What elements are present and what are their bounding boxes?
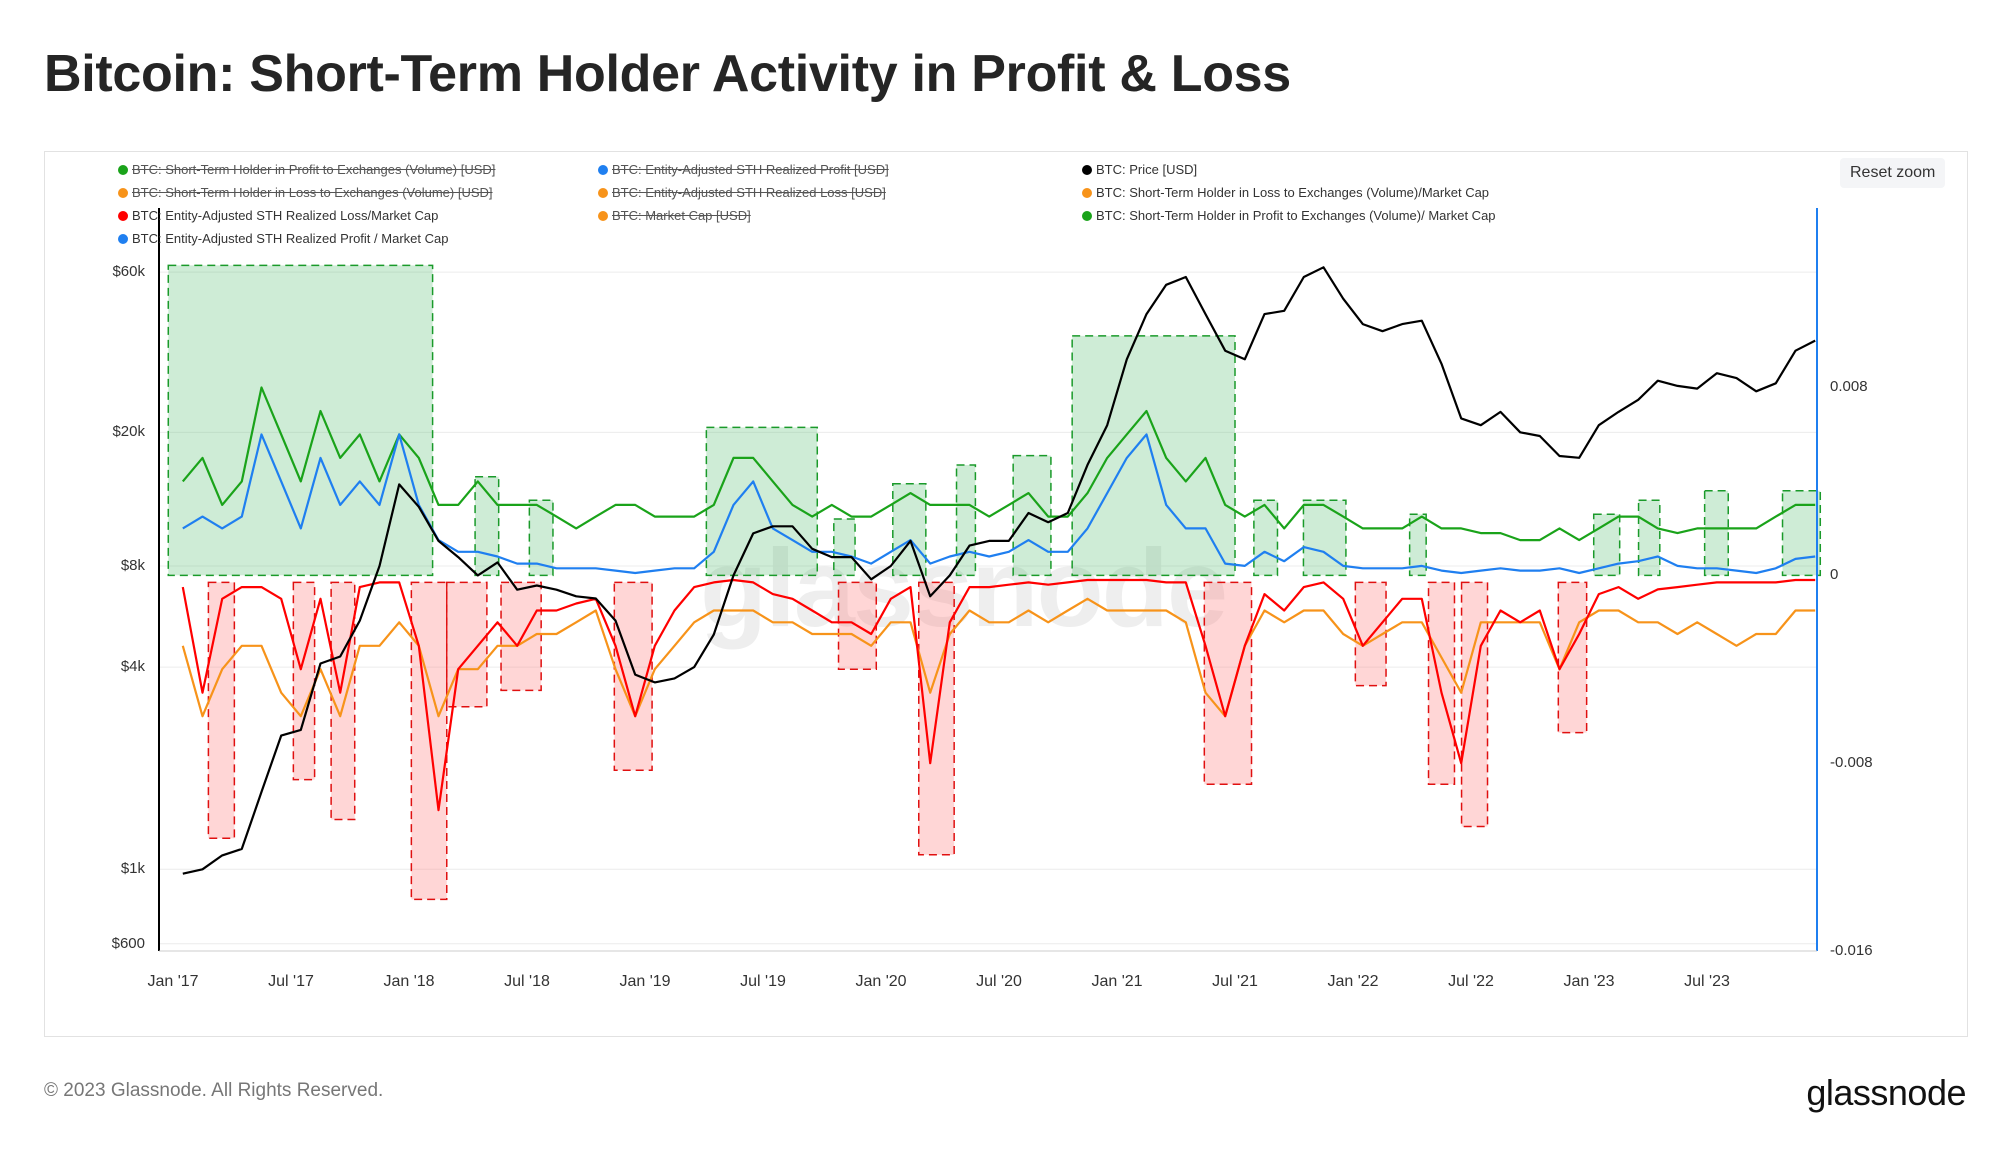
left-tick-label: $1k (120, 860, 145, 878)
x-tick-label: Jul '17 (268, 973, 314, 990)
legend-label: BTC: Price [USD] (1096, 162, 1198, 177)
loss-region (1203, 581, 1253, 786)
legend-dot-icon (1082, 164, 1092, 175)
loss-region (410, 581, 448, 901)
right-tick-label: 0 (1830, 566, 1839, 584)
loss-region (1427, 581, 1456, 786)
loss-region (446, 581, 488, 708)
legend-dot-icon (598, 164, 608, 175)
copyright: © 2023 Glassnode. All Rights Reserved. (44, 1080, 384, 1101)
legend-item[interactable]: BTC: Price [USD] (1082, 162, 1197, 177)
loss-region (500, 581, 542, 692)
glassnode-logo[interactable]: glassnode (1806, 1072, 1966, 1113)
legend-label: BTC: Short-Term Holder in Profit to Exch… (1096, 208, 1496, 223)
reset-zoom-button[interactable]: Reset zoom (1840, 158, 1946, 188)
series-line-0 (182, 266, 1816, 875)
x-tick-label: Jan '17 (147, 973, 199, 990)
left-tick-label: $8k (120, 556, 145, 574)
legend-label: BTC: Market Cap [USD] (612, 208, 751, 223)
x-tick-label: Jul '19 (740, 973, 786, 990)
series-line-4 (181, 578, 1816, 812)
profit-region (528, 499, 554, 577)
legend-item[interactable]: BTC: Short-Term Holder in Loss to Exchan… (118, 185, 493, 200)
legend-item[interactable]: BTC: Entity-Adjusted STH Realized Profit… (598, 162, 889, 177)
loss-region (207, 581, 236, 840)
legend-dot-icon (118, 233, 128, 244)
legend-item[interactable]: BTC: Short-Term Holder in Loss to Exchan… (1082, 185, 1489, 200)
loss-region (1460, 581, 1489, 828)
legend-item[interactable]: BTC: Short-Term Holder in Profit to Exch… (118, 162, 495, 177)
right-tick-label: 0.008 (1830, 378, 1868, 396)
page-title: Bitcoin: Short-Term Holder Activity in P… (44, 45, 1291, 103)
loss-region (1354, 581, 1387, 687)
legend-item[interactable]: BTC: Entity-Adjusted STH Realized Loss/M… (118, 208, 438, 223)
profit-region (1637, 499, 1661, 577)
legend-dot-icon (598, 187, 608, 198)
legend-dot-icon (1082, 210, 1092, 221)
profit-region (474, 475, 500, 577)
x-tick-label: Jul '18 (504, 973, 550, 990)
left-tick-label: $20k (112, 423, 145, 441)
legend-label: BTC: Entity-Adjusted STH Realized Loss [… (612, 185, 886, 200)
x-tick-label: Jan '22 (1327, 973, 1379, 990)
profit-region (892, 483, 927, 577)
chart-frame (44, 151, 1968, 1037)
x-tick-label: Jan '19 (619, 973, 671, 990)
right-tick-label: -0.016 (1830, 942, 1873, 959)
profit-region (833, 518, 856, 577)
right-tick-label: -0.008 (1830, 754, 1873, 772)
profit-region (1253, 499, 1279, 577)
series-line-1 (181, 386, 1816, 542)
x-tick-label: Jul '22 (1448, 973, 1494, 990)
legend-dot-icon (118, 187, 128, 198)
x-tick-label: Jan '18 (383, 973, 435, 990)
series-line-3 (181, 597, 1816, 718)
legend-label: BTC: Entity-Adjusted STH Realized Profit… (612, 162, 889, 177)
legend-dot-icon (118, 210, 128, 221)
left-tick-label: $600 (111, 934, 145, 952)
left-tick-label: $4k (120, 658, 145, 676)
profit-region (1071, 335, 1236, 577)
x-tick-label: Jan '21 (1091, 973, 1143, 990)
x-tick-label: Jan '23 (1563, 973, 1615, 990)
legend-dot-icon (598, 210, 608, 221)
profit-region (1703, 490, 1729, 577)
x-tick-label: Jul '21 (1212, 973, 1258, 990)
series-line-2 (182, 433, 1816, 575)
legend-dot-icon (1082, 187, 1092, 198)
legend-label: BTC: Entity-Adjusted STH Realized Profit… (132, 231, 449, 246)
x-tick-label: Jan '20 (855, 973, 907, 990)
legend-label: BTC: Short-Term Holder in Loss to Exchan… (1096, 185, 1490, 200)
legend-label: BTC: Short-Term Holder in Profit to Exch… (132, 162, 496, 177)
legend-item[interactable]: BTC: Short-Term Holder in Profit to Exch… (1082, 208, 1496, 223)
x-tick-label: Jul '23 (1684, 973, 1730, 990)
left-tick-label: $60k (112, 263, 145, 281)
legend-item[interactable]: BTC: Market Cap [USD] (598, 208, 751, 223)
watermark: glassnode (700, 527, 1228, 650)
loss-region (1557, 581, 1588, 734)
legend-item[interactable]: BTC: Entity-Adjusted STH Realized Profit… (118, 231, 448, 246)
legend-dot-icon (118, 164, 128, 175)
legend-item[interactable]: BTC: Entity-Adjusted STH Realized Loss [… (598, 185, 886, 200)
loss-region (292, 581, 316, 781)
profit-region (955, 464, 977, 577)
legend-label: BTC: Short-Term Holder in Loss to Exchan… (132, 185, 493, 200)
profit-region (1408, 513, 1427, 577)
legend-label: BTC: Entity-Adjusted STH Realized Loss/M… (132, 208, 439, 223)
x-tick-label: Jul '20 (976, 973, 1022, 990)
